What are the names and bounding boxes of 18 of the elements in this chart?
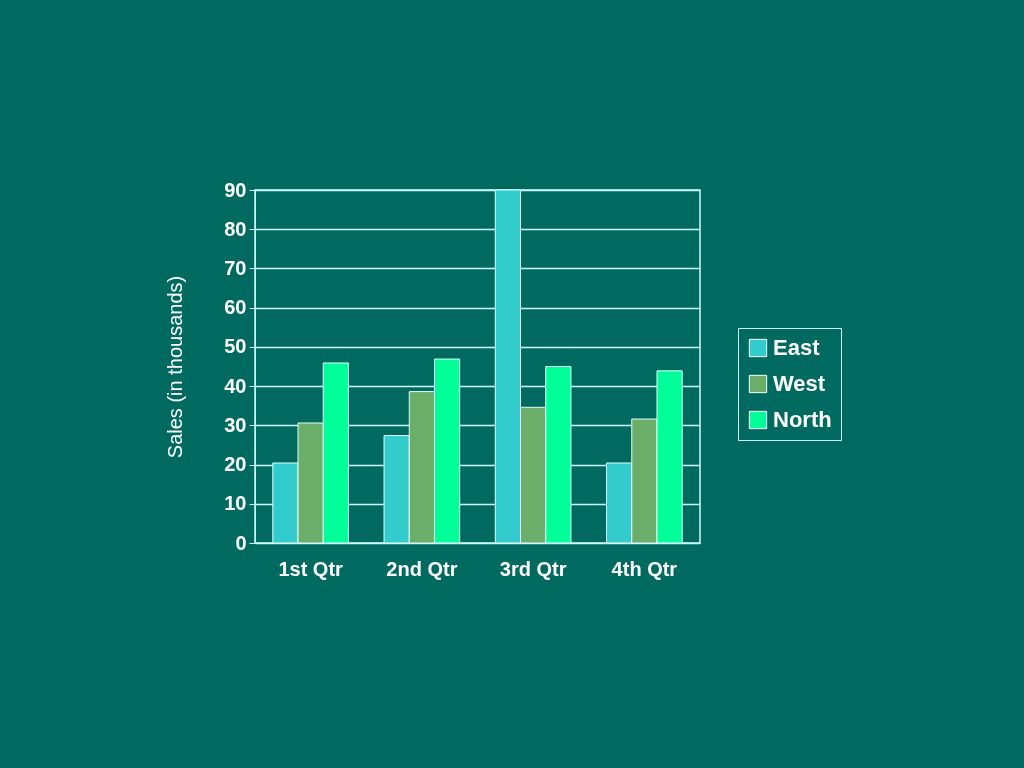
legend-label: North — [773, 407, 832, 432]
y-tick-label: 80 — [224, 217, 247, 240]
legend-label: West — [773, 371, 826, 396]
x-tick-label: 2nd Qtr — [386, 557, 458, 580]
y-tick-label: 30 — [224, 413, 247, 436]
y-tick-label: 90 — [224, 178, 247, 201]
x-tick-label: 1st Qtr — [278, 557, 344, 580]
x-tick-label: 4th Qtr — [611, 557, 678, 580]
y-tick-label: 10 — [224, 492, 247, 515]
y-tick-label: 40 — [224, 374, 247, 397]
y-axis-title: Sales (in thousands) — [164, 275, 187, 459]
legend-label: East — [773, 335, 821, 360]
x-tick-label: 3rd Qtr — [499, 557, 567, 580]
y-tick-label: 0 — [235, 531, 247, 554]
y-tick-label: 60 — [224, 296, 247, 319]
y-tick-label: 20 — [224, 453, 247, 476]
y-tick-label: 70 — [224, 256, 247, 279]
y-tick-label: 50 — [224, 335, 247, 358]
